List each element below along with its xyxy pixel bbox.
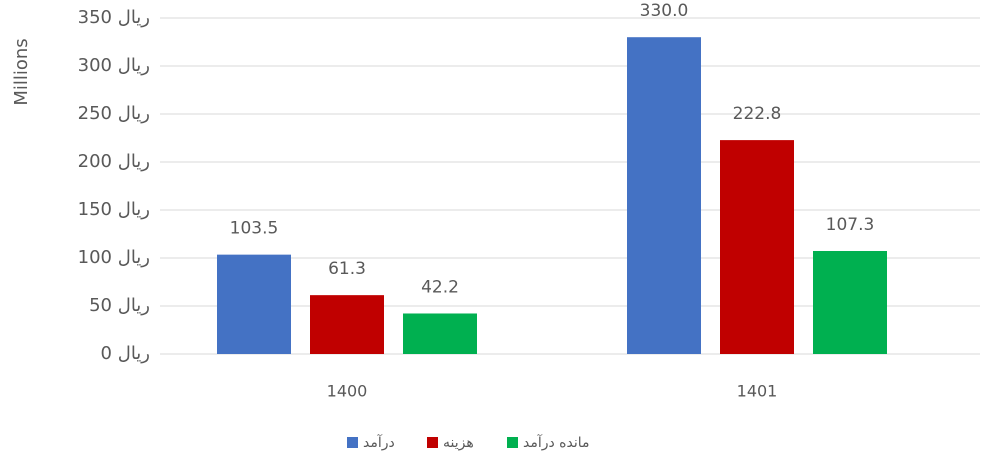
bar <box>720 140 794 354</box>
legend-swatch <box>507 437 518 448</box>
bar <box>217 254 291 354</box>
x-tick-label: 1401 <box>737 382 778 401</box>
bar <box>403 313 477 354</box>
legend-label: هزینه <box>443 435 474 451</box>
legend-label: درآمد <box>363 434 395 451</box>
bar <box>310 295 384 354</box>
legend-label: مانده درآمد <box>523 434 590 451</box>
legend-swatch <box>347 437 358 448</box>
bar <box>627 37 701 354</box>
y-tick-label: 50 ریال <box>89 295 150 316</box>
x-tick-label: 1400 <box>327 382 368 401</box>
y-tick-label: 250 ریال <box>78 103 150 124</box>
data-label: 222.8 <box>733 104 782 124</box>
data-label: 107.3 <box>826 215 875 235</box>
y-tick-label: 0 ریال <box>101 343 150 364</box>
y-tick-label: 100 ریال <box>78 247 150 268</box>
data-label: 330.0 <box>640 1 689 21</box>
y-tick-label: 350 ریال <box>78 7 150 28</box>
data-label: 103.5 <box>230 219 279 239</box>
y-axis-label: Millions <box>11 38 32 105</box>
data-label: 42.2 <box>421 277 459 297</box>
y-tick-label: 200 ریال <box>78 151 150 172</box>
y-tick-label: 150 ریال <box>78 199 150 220</box>
bar <box>813 250 887 354</box>
legend-swatch <box>427 437 438 448</box>
y-tick-label: 300 ریال <box>78 55 150 76</box>
data-label: 61.3 <box>328 259 366 279</box>
